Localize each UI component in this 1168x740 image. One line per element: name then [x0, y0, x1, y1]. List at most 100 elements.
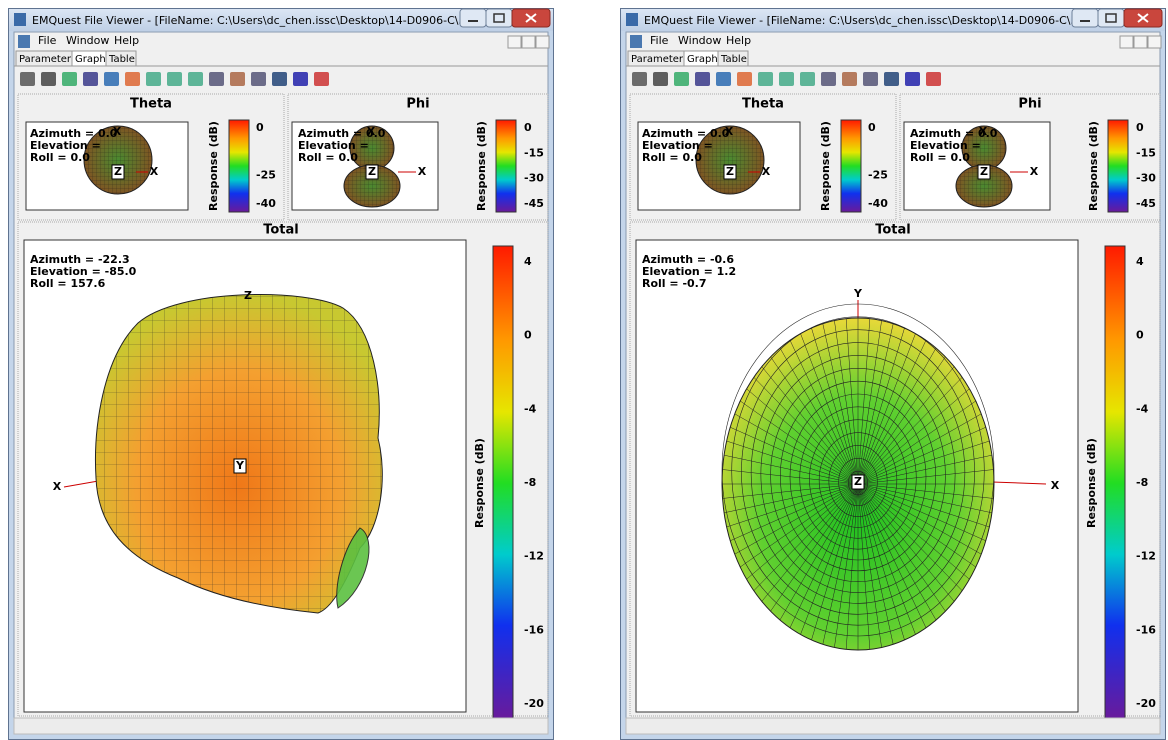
colorbar-tick-label: -8 — [1136, 476, 1148, 489]
view-info: Elevation = — [910, 139, 981, 152]
colorbar-tick-label: -15 — [524, 146, 544, 159]
axis-label-box — [851, 474, 865, 490]
colorbar — [1107, 119, 1129, 213]
toolbar-button[interactable] — [251, 72, 266, 86]
tab-label[interactable]: Table — [108, 54, 135, 65]
mdi-button[interactable] — [507, 35, 522, 49]
colorbar-label: Response (dB) — [473, 438, 486, 528]
axis-label-box — [977, 164, 991, 180]
menu-item[interactable]: Help — [114, 34, 139, 47]
menu-item[interactable]: Help — [726, 34, 751, 47]
colorbar — [1104, 245, 1126, 721]
toolbar-button[interactable] — [863, 72, 878, 86]
toolbar-button[interactable] — [62, 72, 77, 86]
toolbar-button[interactable] — [125, 72, 140, 86]
toolbar-button[interactable] — [632, 72, 647, 86]
colorbar-tick-label: 0 — [256, 121, 264, 134]
tab-label[interactable]: Graph — [687, 54, 718, 65]
toolbar-button[interactable] — [716, 72, 731, 86]
toolbar-button[interactable] — [884, 72, 899, 86]
colorbar-tick-label: -45 — [1136, 197, 1156, 210]
total-mesh — [95, 294, 383, 613]
toolbar-button[interactable] — [800, 72, 815, 86]
axis-label: X — [367, 125, 376, 138]
tab-label[interactable]: Graph — [75, 54, 106, 65]
colorbar-tick-label: -30 — [1136, 172, 1156, 185]
window-title: EMQuest File Viewer - [FileName: C:\User… — [644, 13, 1140, 27]
menu-item[interactable]: Window — [66, 34, 109, 47]
toolbar-button[interactable] — [821, 72, 836, 86]
colorbar-tick-label: 4 — [1136, 255, 1144, 268]
mdi-button[interactable] — [1147, 35, 1162, 49]
axis-label: Z — [244, 289, 252, 302]
toolbar-button[interactable] — [842, 72, 857, 86]
colorbar-tick-label: 0 — [1136, 329, 1144, 342]
toolbar-button[interactable] — [905, 72, 920, 86]
toolbar-button[interactable] — [167, 72, 182, 86]
view-info: Azimuth = -0.6 — [642, 253, 734, 266]
view-info: Elevation = — [30, 139, 101, 152]
tab-label[interactable]: Table — [720, 54, 747, 65]
axis-label: Y — [235, 459, 245, 472]
toolbar-button[interactable] — [314, 72, 329, 86]
axis-label: Z — [368, 165, 376, 178]
toolbar-button[interactable] — [188, 72, 203, 86]
toolbar-button[interactable] — [20, 72, 35, 86]
total-panel — [17, 221, 549, 717]
colorbar — [495, 119, 517, 213]
toolbar-button[interactable] — [272, 72, 287, 86]
toolbar-button[interactable] — [230, 72, 245, 86]
toolbar-button[interactable] — [779, 72, 794, 86]
menu-item[interactable]: Window — [678, 34, 721, 47]
colorbar-tick-label: 0 — [868, 121, 876, 134]
axis-label-box — [111, 164, 125, 180]
panel-title: Phi — [406, 97, 429, 112]
phi-panel — [899, 93, 1161, 221]
colorbar-tick-label: -40 — [256, 197, 276, 210]
toolbar-button[interactable] — [146, 72, 161, 86]
colorbar-tick-label: 4 — [524, 255, 532, 268]
colorbar-tick-label: -16 — [524, 623, 544, 636]
mdi-button[interactable] — [1119, 35, 1134, 49]
toolbar-button[interactable] — [926, 72, 941, 86]
toolbar-button[interactable] — [104, 72, 119, 86]
mdi-button[interactable] — [521, 35, 536, 49]
tab-label[interactable]: Parameters — [19, 54, 76, 65]
toolbar-button[interactable] — [293, 72, 308, 86]
menu-item[interactable]: File — [650, 34, 669, 47]
panel-title: Total — [875, 223, 911, 238]
colorbar-tick-label: -40 — [868, 197, 888, 210]
minimize-button[interactable] — [459, 8, 487, 28]
menu-item[interactable]: File — [38, 34, 57, 47]
colorbar-tick-label: -15 — [1136, 146, 1156, 159]
axis-label: X — [53, 480, 62, 493]
axis-label: X — [1051, 479, 1060, 492]
toolbar-button[interactable] — [41, 72, 56, 86]
toolbar-button[interactable] — [653, 72, 668, 86]
toolbar-button[interactable] — [758, 72, 773, 86]
side-lobe — [336, 527, 370, 609]
mdi-button[interactable] — [1133, 35, 1148, 49]
view-info: Elevation = — [642, 139, 713, 152]
view-info: Roll = 0.0 — [642, 151, 702, 164]
minimize-button[interactable] — [1071, 8, 1099, 28]
maximize-button[interactable] — [485, 8, 513, 28]
toolbar-button[interactable] — [695, 72, 710, 86]
colorbar-tick-label: -12 — [524, 550, 544, 563]
view-info: Roll = -0.7 — [642, 277, 707, 290]
phi-mesh — [962, 126, 1006, 170]
toolbar-button[interactable] — [83, 72, 98, 86]
total-panel — [629, 221, 1161, 717]
panel-title: Phi — [1018, 97, 1041, 112]
toolbar-button[interactable] — [674, 72, 689, 86]
axis-label-box — [233, 458, 247, 474]
axis-label: X — [725, 125, 734, 138]
view-info: Azimuth = -22.3 — [30, 253, 130, 266]
toolbar-button[interactable] — [209, 72, 224, 86]
maximize-button[interactable] — [1097, 8, 1125, 28]
axis-label-box — [365, 164, 379, 180]
toolbar-button[interactable] — [737, 72, 752, 86]
tab-label[interactable]: Parameters — [631, 54, 688, 65]
mdi-button[interactable] — [535, 35, 550, 49]
